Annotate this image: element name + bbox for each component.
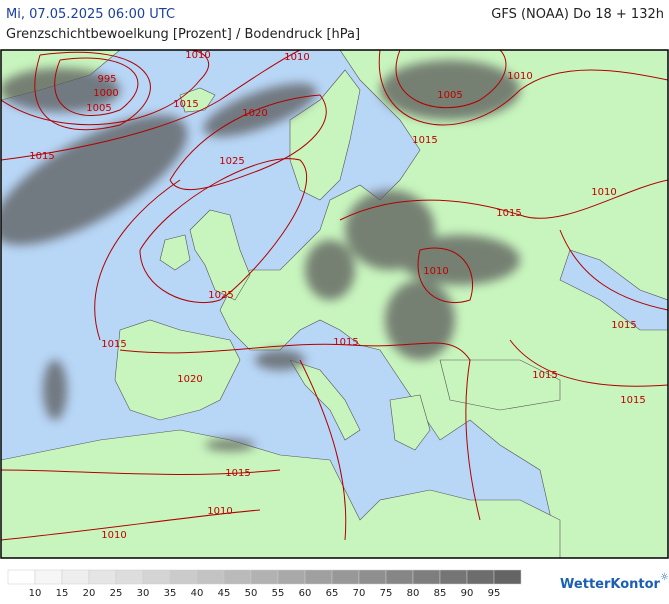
- isobar-label: 1015: [225, 468, 250, 479]
- legend-swatch: [34, 569, 63, 585]
- datetime: Mi, 07.05.2025 06:00 UTC: [6, 7, 175, 22]
- legend-swatch: [439, 569, 468, 585]
- legend-swatch: [115, 569, 144, 585]
- legend-label: 45: [218, 588, 231, 599]
- legend-label: 90: [461, 588, 474, 599]
- map: [1, 50, 668, 558]
- subtitle: Grenzschichtbewoelkung [Prozent] / Boden…: [6, 27, 360, 42]
- legend-label: 80: [407, 588, 420, 599]
- isobar-label: 1015: [173, 99, 198, 110]
- isobar-label: 1015: [101, 339, 126, 350]
- logo: WetterKontor: [560, 577, 661, 592]
- isobar-label: 1010: [507, 71, 532, 82]
- legend-swatch: [331, 569, 360, 585]
- legend-swatch: [493, 569, 522, 585]
- isobar-label: 1020: [177, 374, 202, 385]
- legend-label: 40: [191, 588, 204, 599]
- isobar-label: 1025: [208, 290, 233, 301]
- isobar-label: 1010: [185, 50, 210, 61]
- legend-label: 15: [56, 588, 69, 599]
- legend-label: 35: [164, 588, 177, 599]
- isobar-label: 1010: [284, 52, 309, 63]
- logo-icon: ☼: [660, 572, 669, 583]
- legend-swatch: [277, 569, 306, 585]
- isobar-label: 1005: [86, 103, 111, 114]
- legend-swatch: [304, 569, 333, 585]
- isobar-label: 1010: [591, 187, 616, 198]
- legend-swatch: [223, 569, 252, 585]
- legend-swatch: [142, 569, 171, 585]
- map-frame: [0, 49, 669, 559]
- legend-label: 65: [326, 588, 339, 599]
- isobar-label: 1025: [219, 156, 244, 167]
- legend-swatch: [169, 569, 198, 585]
- isobar-label: 1010: [101, 530, 126, 541]
- legend-label: 25: [110, 588, 123, 599]
- legend-swatch: [250, 569, 279, 585]
- isobar-label: 1000: [93, 88, 118, 99]
- legend-label: 10: [29, 588, 42, 599]
- isobar-label: 1015: [496, 208, 521, 219]
- legend: 10 15 20 25 30 35 40 45 50 55 60 65 70 75 80 85 90 95: [7, 569, 522, 599]
- legend-swatch: [358, 569, 387, 585]
- isobar-label: 1015: [29, 151, 54, 162]
- legend-swatch: [88, 569, 117, 585]
- model-run: GFS (NOAA) Do 18 + 132h: [491, 7, 664, 22]
- isobars: [1, 50, 668, 541]
- legend-label: 85: [434, 588, 447, 599]
- isobar-label: 1015: [611, 320, 636, 331]
- clouds: [1, 60, 520, 451]
- isobar-label: 995: [97, 74, 116, 85]
- legend-label: 20: [83, 588, 96, 599]
- legend-label: 55: [272, 588, 285, 599]
- isobar-label: 1015: [333, 337, 358, 348]
- isobar-label: 1005: [437, 90, 462, 101]
- legend-swatch: [466, 569, 495, 585]
- isobar-label: 1020: [242, 108, 267, 119]
- isobar-label: 1015: [532, 370, 557, 381]
- legend-swatch: [61, 569, 90, 585]
- legend-label: 95: [488, 588, 501, 599]
- isobar-label: 1015: [620, 395, 645, 406]
- legend-label: 70: [353, 588, 366, 599]
- legend-swatch: [196, 569, 225, 585]
- isobar-label: 1015: [412, 135, 437, 146]
- legend-swatch: [412, 569, 441, 585]
- legend-swatch: [385, 569, 414, 585]
- isobar-labels: 1010 1010 995 1000 1005 1015 1020 1015 1…: [29, 50, 645, 541]
- legend-label: 30: [137, 588, 150, 599]
- legend-swatch: [7, 569, 36, 585]
- legend-label: 50: [245, 588, 258, 599]
- isobar-label: 1010: [207, 506, 232, 517]
- legend-label: 60: [299, 588, 312, 599]
- legend-label: 75: [380, 588, 393, 599]
- isobar-label: 1010: [423, 266, 448, 277]
